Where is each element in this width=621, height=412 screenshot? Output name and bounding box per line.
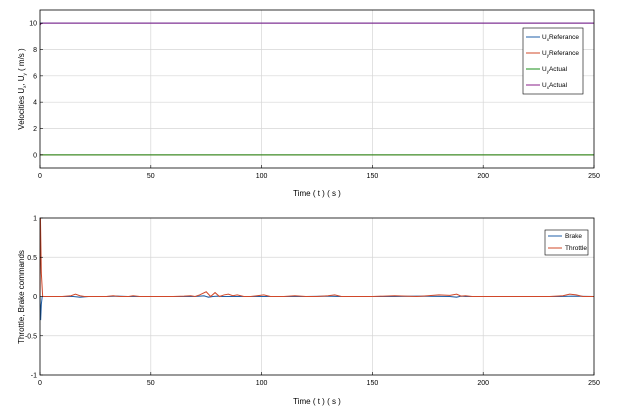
command-y-tick-label: -0.5 (25, 333, 37, 340)
velocity-legend-box (522, 27, 584, 95)
velocity-plot-frame (39, 9, 595, 169)
command-ticks: 0 50 100 150 200 250 -1 -0.5 0 0.5 1 (25, 216, 600, 388)
velocity-x-tick-label: 200 (477, 173, 489, 180)
velocity-y-tick-label: 8 (33, 47, 37, 54)
legend-label-uy-actual: UyActual (542, 66, 568, 74)
legend-label-ux-referance: UxReferance (542, 34, 579, 42)
velocity-series-group (39, 22, 594, 156)
velocity-y-axis-label: Velocities Ux, Uy ( m/s ) (17, 48, 27, 130)
velocity-y-tick-label: 4 (33, 100, 37, 107)
command-x-tick-label: 100 (256, 380, 268, 387)
command-x-tick-label: 250 (588, 380, 600, 387)
series-line-ux-actual (39, 22, 594, 26)
legend-label-ux-actual: UxActual (542, 82, 568, 90)
velocity-x-tick-label: 50 (147, 173, 155, 180)
legend-entry-brake: Brake (548, 233, 582, 240)
velocity-y-tick-label: 2 (33, 126, 37, 133)
velocity-y-tick-label: 10 (29, 21, 37, 28)
legend-entry-ux-actual: UxActual (526, 82, 568, 90)
velocity-x-tick-label: 0 (38, 173, 42, 180)
command-y-tick-label: 0 (33, 294, 37, 301)
legend-entry-uy-actual: UyActual (526, 66, 568, 74)
command-y-tick-label: 1 (33, 216, 37, 223)
velocity-legend: UxReferance UyReferance UyActual UxActua… (522, 27, 584, 95)
legend-label-uy-referance: UyReferance (542, 50, 579, 58)
legend-entry-uy-referance: UyReferance (526, 50, 579, 58)
command-y-tick-label: -1 (31, 373, 37, 380)
command-x-tick-label: 50 (147, 380, 155, 387)
command-chart: 0 50 100 150 200 250 -1 -0.5 0 0.5 1 Time ( t ) ( … (17, 216, 600, 407)
velocity-x-tick-label: 100 (256, 173, 268, 180)
velocity-x-axis-label: Time ( t ) ( s ) (293, 189, 341, 198)
velocity-ticks: 0 50 100 150 200 250 0 2 4 6 8 10 (29, 21, 600, 180)
velocity-y-tick-label: 0 (33, 152, 37, 159)
command-x-tick-label: 0 (38, 380, 42, 387)
command-legend-box (544, 229, 589, 256)
velocity-y-tick-label: 6 (33, 73, 37, 80)
legend-label-brake: Brake (565, 233, 582, 240)
velocity-plot-area (40, 10, 594, 168)
command-series-group (39, 217, 595, 321)
velocity-x-tick-label: 150 (367, 173, 379, 180)
command-x-tick-label: 200 (477, 380, 489, 387)
velocity-x-tick-label: 250 (588, 173, 600, 180)
command-legend: Brake Throttle (544, 229, 589, 256)
legend-entry-throttle: Throttle (548, 245, 587, 252)
command-x-tick-label: 150 (367, 380, 379, 387)
command-y-tick-label: 0.5 (27, 255, 37, 262)
legend-label-throttle: Throttle (565, 245, 587, 252)
command-y-axis-label: Throttle, Brake commands (17, 250, 26, 344)
legend-entry-ux-referance: UxReferance (526, 34, 579, 42)
command-x-axis-label: Time ( t ) ( s ) (293, 397, 341, 406)
series-line-throttle (39, 217, 594, 298)
